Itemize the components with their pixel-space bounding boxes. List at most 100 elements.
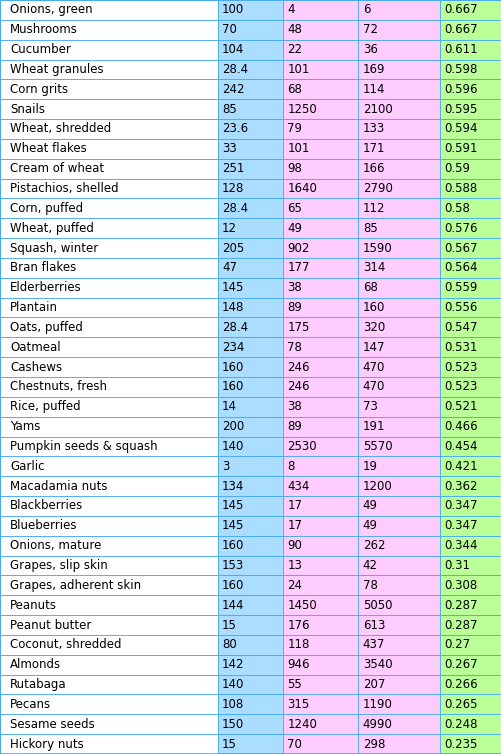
Bar <box>439 437 501 456</box>
Bar <box>0 179 217 198</box>
Text: 89: 89 <box>287 420 302 433</box>
Text: 80: 80 <box>221 639 236 651</box>
Text: 42: 42 <box>362 559 377 572</box>
Text: 0.611: 0.611 <box>443 43 476 56</box>
Text: 207: 207 <box>362 678 384 691</box>
Bar <box>283 377 357 397</box>
Bar <box>357 79 439 100</box>
Bar <box>0 79 217 100</box>
Bar <box>439 417 501 437</box>
Text: 0.454: 0.454 <box>443 440 476 453</box>
Text: 470: 470 <box>362 381 384 394</box>
Bar <box>357 635 439 654</box>
Bar <box>0 198 217 218</box>
Text: Peanuts: Peanuts <box>10 599 57 611</box>
Text: 65: 65 <box>287 202 302 215</box>
Text: 205: 205 <box>221 241 244 255</box>
Text: 0.59: 0.59 <box>443 162 469 175</box>
Bar <box>439 337 501 357</box>
Text: 0.595: 0.595 <box>443 103 476 115</box>
Text: 128: 128 <box>221 182 244 195</box>
Text: 176: 176 <box>287 618 310 632</box>
Text: 160: 160 <box>221 360 244 373</box>
Bar <box>283 734 357 754</box>
Text: 22: 22 <box>287 43 302 56</box>
Bar <box>0 477 217 496</box>
Bar <box>439 60 501 79</box>
Text: 49: 49 <box>362 520 377 532</box>
Bar <box>0 159 217 179</box>
Text: 613: 613 <box>362 618 384 632</box>
Text: 79: 79 <box>287 122 302 136</box>
Bar <box>217 536 283 556</box>
Text: 13: 13 <box>287 559 302 572</box>
Text: 38: 38 <box>287 281 302 294</box>
Bar <box>217 615 283 635</box>
Text: 17: 17 <box>287 499 302 513</box>
Text: 251: 251 <box>221 162 244 175</box>
Bar <box>217 40 283 60</box>
Bar <box>283 258 357 277</box>
Text: Peanut butter: Peanut butter <box>10 618 91 632</box>
Bar <box>357 277 439 298</box>
Text: 298: 298 <box>362 737 384 750</box>
Text: 0.235: 0.235 <box>443 737 476 750</box>
Text: 133: 133 <box>362 122 384 136</box>
Bar <box>357 139 439 159</box>
Bar <box>283 477 357 496</box>
Bar <box>0 456 217 477</box>
Bar <box>283 298 357 317</box>
Text: 0.594: 0.594 <box>443 122 476 136</box>
Text: 1190: 1190 <box>362 698 392 711</box>
Bar <box>0 100 217 119</box>
Text: 100: 100 <box>221 4 244 17</box>
Text: 0.287: 0.287 <box>443 599 476 611</box>
Text: 0.265: 0.265 <box>443 698 476 711</box>
Text: 0.347: 0.347 <box>443 520 476 532</box>
Bar <box>217 417 283 437</box>
Bar <box>283 0 357 20</box>
Bar <box>439 675 501 694</box>
Bar <box>283 317 357 337</box>
Text: 434: 434 <box>287 480 309 492</box>
Bar <box>217 218 283 238</box>
Text: Pumpkin seeds & squash: Pumpkin seeds & squash <box>10 440 157 453</box>
Text: Rutabaga: Rutabaga <box>10 678 67 691</box>
Bar <box>357 40 439 60</box>
Bar <box>357 714 439 734</box>
Bar <box>439 198 501 218</box>
Text: 36: 36 <box>362 43 377 56</box>
Text: 200: 200 <box>221 420 244 433</box>
Text: 470: 470 <box>362 360 384 373</box>
Text: 0.287: 0.287 <box>443 618 476 632</box>
Bar <box>217 595 283 615</box>
Text: Mushrooms: Mushrooms <box>10 23 78 36</box>
Text: 0.667: 0.667 <box>443 4 476 17</box>
Text: 1240: 1240 <box>287 718 317 731</box>
Text: 0.588: 0.588 <box>443 182 476 195</box>
Bar <box>217 258 283 277</box>
Bar <box>283 60 357 79</box>
Text: 2100: 2100 <box>362 103 392 115</box>
Bar <box>283 456 357 477</box>
Bar <box>217 456 283 477</box>
Text: Sesame seeds: Sesame seeds <box>10 718 95 731</box>
Text: 78: 78 <box>287 341 302 354</box>
Text: 33: 33 <box>221 143 236 155</box>
Bar <box>439 40 501 60</box>
Text: 148: 148 <box>221 301 244 314</box>
Text: 5050: 5050 <box>362 599 391 611</box>
Bar <box>439 734 501 754</box>
Bar <box>357 0 439 20</box>
Bar <box>357 397 439 417</box>
Bar <box>283 575 357 595</box>
Text: 142: 142 <box>221 658 244 671</box>
Bar <box>357 357 439 377</box>
Text: Blackberries: Blackberries <box>10 499 83 513</box>
Text: 160: 160 <box>362 301 384 314</box>
Text: Corn grits: Corn grits <box>10 83 68 96</box>
Bar <box>357 159 439 179</box>
Text: 320: 320 <box>362 321 384 334</box>
Text: Plantain: Plantain <box>10 301 58 314</box>
Bar <box>0 139 217 159</box>
